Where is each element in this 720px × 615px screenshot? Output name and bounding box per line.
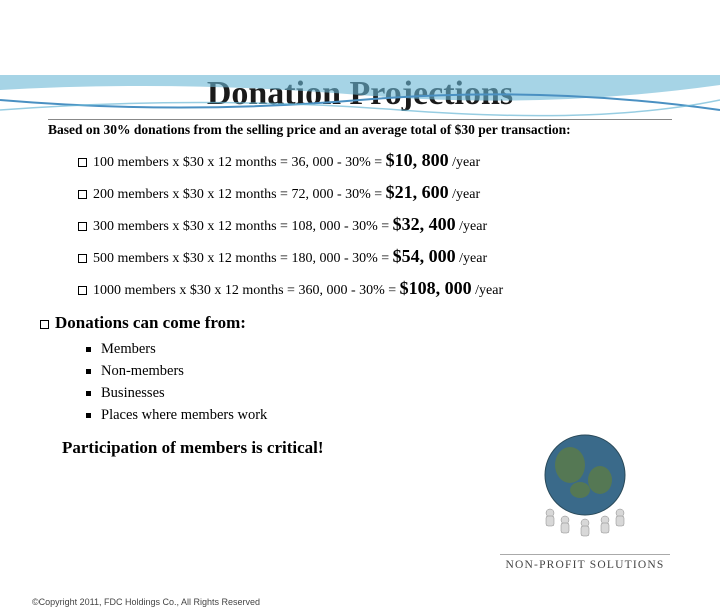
- source-list: Members Non-members Businesses Places wh…: [86, 341, 720, 424]
- source-item: Places where members work: [86, 407, 720, 424]
- nps-logo-text: NON-PROFIT SOLUTIONS: [500, 554, 670, 571]
- globe-logo-container: NON-PROFIT SOLUTIONS: [500, 425, 670, 571]
- source-item: Non-members: [86, 363, 720, 380]
- source-text: Places where members work: [101, 407, 267, 423]
- projection-list: 100 members x $30 x 12 months = 36, 000 …: [78, 150, 720, 299]
- square-bullet-icon: [78, 190, 87, 199]
- projection-item: 500 members x $30 x 12 months = 180, 000…: [78, 246, 720, 267]
- sources-header: Donations can come from:: [40, 313, 720, 333]
- calc-text: 300 members x $30 x 12 months = 108, 000…: [93, 219, 393, 234]
- globe-icon: [525, 425, 645, 545]
- square-bullet-icon: [78, 158, 87, 167]
- calc-text: 1000 members x $30 x 12 months = 360, 00…: [93, 283, 400, 298]
- projection-item: 300 members x $30 x 12 months = 108, 000…: [78, 214, 720, 235]
- page-title: Donation Projections: [0, 75, 720, 113]
- dot-bullet-icon: [86, 391, 91, 396]
- square-bullet-icon: [40, 320, 49, 329]
- calc-text: 200 members x $30 x 12 months = 72, 000 …: [93, 187, 386, 202]
- result-amount: $21, 600: [386, 182, 449, 202]
- source-text: Non-members: [101, 363, 184, 379]
- square-bullet-icon: [78, 254, 87, 263]
- per-year: /year: [449, 187, 480, 202]
- per-year: /year: [456, 251, 487, 266]
- dot-bullet-icon: [86, 413, 91, 418]
- projection-item: 100 members x $30 x 12 months = 36, 000 …: [78, 150, 720, 171]
- subtitle-text: Based on 30% donations from the selling …: [48, 119, 672, 138]
- per-year: /year: [456, 219, 487, 234]
- result-amount: $32, 400: [393, 214, 456, 234]
- source-item: Members: [86, 341, 720, 358]
- result-amount: $108, 000: [400, 278, 472, 298]
- dot-bullet-icon: [86, 369, 91, 374]
- sources-header-text: Donations can come from:: [55, 313, 246, 332]
- square-bullet-icon: [78, 222, 87, 231]
- dot-bullet-icon: [86, 347, 91, 352]
- projection-item: 200 members x $30 x 12 months = 72, 000 …: [78, 182, 720, 203]
- source-item: Businesses: [86, 385, 720, 402]
- square-bullet-icon: [78, 286, 87, 295]
- result-amount: $10, 800: [386, 150, 449, 170]
- result-amount: $54, 000: [393, 246, 456, 266]
- calc-text: 500 members x $30 x 12 months = 180, 000…: [93, 251, 393, 266]
- per-year: /year: [449, 155, 480, 170]
- per-year: /year: [472, 283, 503, 298]
- projection-item: 1000 members x $30 x 12 months = 360, 00…: [78, 278, 720, 299]
- copyright-text: ©Copyright 2011, FDC Holdings Co., All R…: [32, 597, 260, 607]
- source-text: Businesses: [101, 385, 165, 401]
- source-text: Members: [101, 341, 156, 357]
- calc-text: 100 members x $30 x 12 months = 36, 000 …: [93, 155, 386, 170]
